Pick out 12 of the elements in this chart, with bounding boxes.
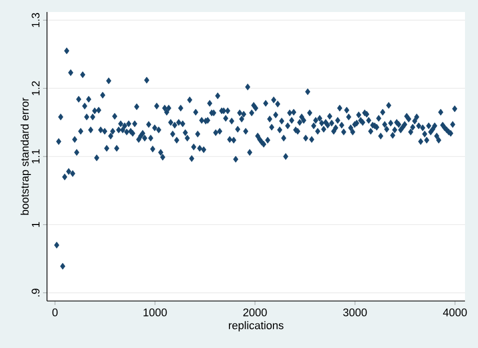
y-axis-title: bootstrap standard error (20, 98, 31, 215)
x-tick-label: 3000 (343, 308, 367, 316)
y-tick-label: 1.2 (32, 81, 40, 96)
y-tick-label: .9 (32, 288, 40, 296)
x-tick-label: 2000 (243, 308, 267, 316)
x-tick-label: 0 (52, 308, 58, 316)
y-tick-label: 1.3 (32, 13, 40, 27)
y-tick-label: 1 (32, 222, 40, 227)
x-tick-label: 1000 (144, 308, 167, 316)
x-tick-label: 4000 (443, 308, 467, 316)
x-axis-title: replications (228, 321, 284, 332)
y-tick-label: 1.1 (32, 149, 40, 164)
